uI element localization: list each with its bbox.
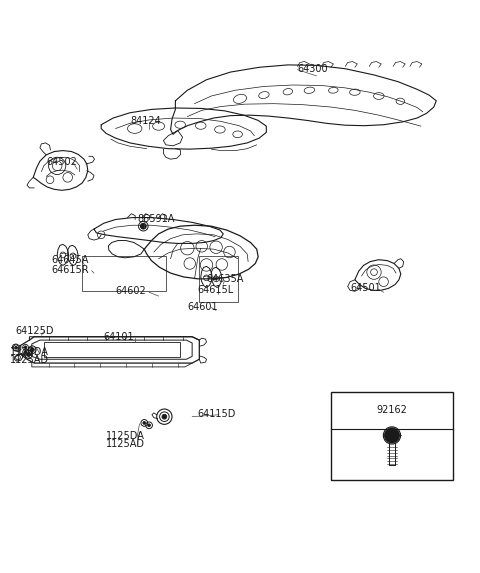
Text: 64115D: 64115D <box>197 409 235 419</box>
Circle shape <box>141 223 146 229</box>
Text: 64645A: 64645A <box>51 255 88 265</box>
Circle shape <box>24 346 27 349</box>
Circle shape <box>148 424 151 427</box>
Text: 64300: 64300 <box>298 64 328 74</box>
Text: 64615L: 64615L <box>197 285 233 295</box>
Text: 86591A: 86591A <box>137 214 174 225</box>
Text: 92162: 92162 <box>376 405 408 415</box>
Text: 64601: 64601 <box>187 301 218 312</box>
Bar <box>331 392 453 480</box>
Circle shape <box>26 352 30 356</box>
Text: 64635A: 64635A <box>206 274 244 284</box>
Text: 64101: 64101 <box>104 332 134 342</box>
Text: 84124: 84124 <box>130 116 161 127</box>
Text: 64125D: 64125D <box>15 325 54 336</box>
Text: 64615R: 64615R <box>51 265 89 274</box>
Circle shape <box>14 346 17 349</box>
Circle shape <box>384 428 400 443</box>
Circle shape <box>24 351 27 354</box>
Text: 64501: 64501 <box>350 283 381 293</box>
Text: 64602: 64602 <box>116 286 146 296</box>
Text: 1125AD: 1125AD <box>10 355 49 365</box>
Text: 1125DA: 1125DA <box>106 431 145 441</box>
Text: 64502: 64502 <box>46 157 77 167</box>
Text: 1125AD: 1125AD <box>106 439 145 449</box>
Circle shape <box>143 422 146 425</box>
Text: 1125DA: 1125DA <box>10 347 49 356</box>
Circle shape <box>162 414 167 419</box>
Circle shape <box>30 348 34 352</box>
